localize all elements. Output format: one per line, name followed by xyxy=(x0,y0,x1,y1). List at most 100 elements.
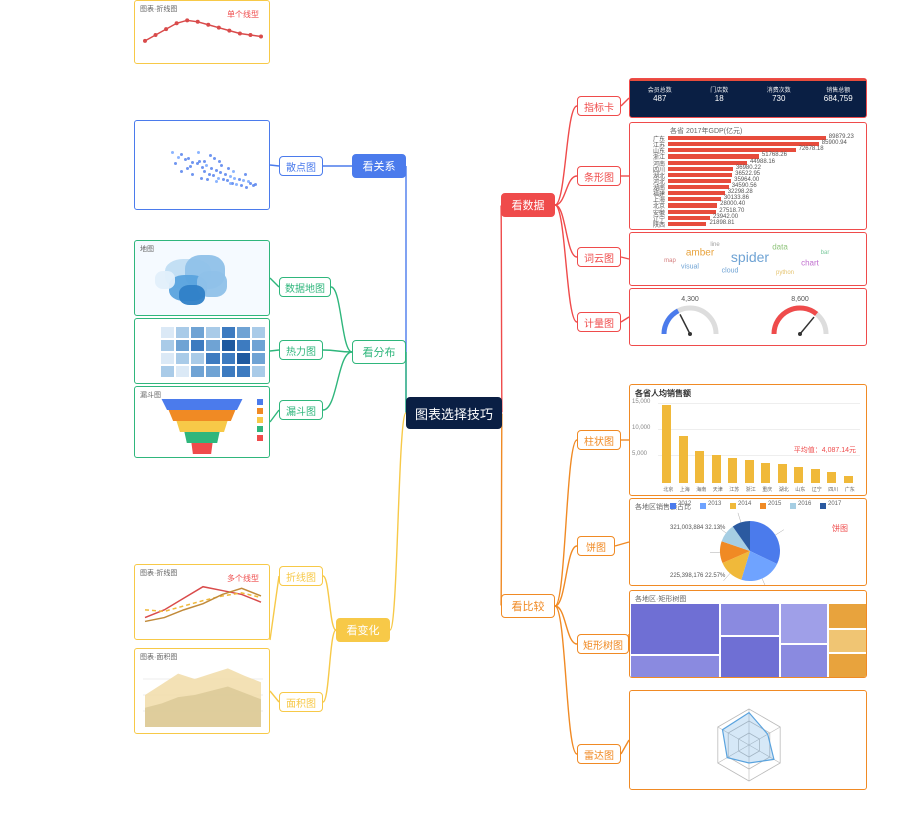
vbar-bar xyxy=(827,472,836,483)
heat-cell xyxy=(206,353,219,364)
vbar-bar xyxy=(679,436,688,483)
heat-cell xyxy=(252,366,265,377)
scatter-dot xyxy=(200,177,203,180)
scatter-dot xyxy=(238,178,241,181)
heat-cell xyxy=(191,340,204,351)
treemap-cell xyxy=(828,629,867,653)
funnel-seg xyxy=(190,443,214,454)
treemap-cell xyxy=(828,603,867,629)
vbar-ylab: 10,000 xyxy=(632,425,650,431)
heat-cell xyxy=(191,327,204,338)
funnel-seg xyxy=(173,421,231,432)
leaf-dist-3: 漏斗图 xyxy=(279,400,323,420)
wc-word: cloud xyxy=(722,268,739,275)
map-region xyxy=(179,285,205,305)
scatter-dot xyxy=(229,182,232,185)
vbar-grid xyxy=(658,429,860,430)
heat-cell xyxy=(222,353,235,364)
scatter-dot xyxy=(186,167,189,170)
scatter-dot xyxy=(240,184,243,187)
vbar-xlab: 辽宁 xyxy=(809,486,826,493)
treemap-cell xyxy=(720,636,780,678)
wc-word: amber xyxy=(686,248,714,259)
wc-word: line xyxy=(710,242,719,248)
thumb-line-single: 图表·折线图单个线型 xyxy=(134,0,270,64)
scatter-dot xyxy=(229,175,232,178)
heat-cell xyxy=(176,353,189,364)
scatter-dot xyxy=(242,179,245,182)
mindmap-canvas: 图表选择技巧看关系看分布看变化看数据看比较散点图数据地图热力图漏斗图折线图面积图… xyxy=(0,0,900,836)
scatter-dot xyxy=(180,153,183,156)
vbar-xlab: 江苏 xyxy=(726,486,743,493)
scatter-dot xyxy=(191,161,194,164)
scatter-dot xyxy=(203,170,206,173)
hbar-val: 85900.94 xyxy=(822,140,847,146)
hbar-val: 89879.23 xyxy=(829,134,854,140)
hbar-bar xyxy=(668,191,725,195)
leaf-cmp-11: 饼图 xyxy=(577,536,615,556)
hbar-val: 27518.70 xyxy=(719,208,744,214)
scatter-dot xyxy=(254,183,257,186)
vbar-xlab: 重庆 xyxy=(759,486,776,493)
heat-cell xyxy=(237,353,250,364)
thumb-area: 图表·面积图 xyxy=(134,648,270,734)
thumb-funnel: 漏斗图 xyxy=(134,386,270,458)
branch-dist: 看分布 xyxy=(352,340,406,364)
thumb-line-multi: 图表·折线图多个线型 xyxy=(134,564,270,640)
hbar-bar xyxy=(668,197,721,201)
funnel-seg xyxy=(182,432,222,443)
vbar-bar xyxy=(844,476,853,483)
heat-cell xyxy=(222,340,235,351)
vbar-xlab: 浙江 xyxy=(743,486,760,493)
heat-cell xyxy=(237,327,250,338)
scatter-dot xyxy=(203,160,206,163)
vbar-ann: 平均值：4,087.14元 xyxy=(794,445,856,455)
scatter-dot xyxy=(244,173,247,176)
hbar-bar xyxy=(668,216,710,220)
treemap-cell xyxy=(720,603,780,636)
hbar-val: 32298.28 xyxy=(728,189,753,195)
heat-cell xyxy=(252,327,265,338)
scatter-dot xyxy=(205,164,208,167)
thumb-gauge: 4,3008,600 xyxy=(629,288,867,346)
vbar-bar xyxy=(778,464,787,483)
vbar-bar xyxy=(712,455,721,483)
vbar-xlab: 湖北 xyxy=(776,486,793,493)
vbar-bar xyxy=(811,469,820,483)
thumb-map: 地图 xyxy=(134,240,270,316)
wc-word: bar xyxy=(821,250,830,256)
wc-word: spider xyxy=(731,249,769,265)
kpi-lbl: 会员总数 xyxy=(630,85,690,94)
heat-cell xyxy=(252,353,265,364)
hbar-val: 30133.86 xyxy=(724,195,749,201)
treemap-cell xyxy=(780,603,828,644)
funnel-legend-swatch xyxy=(257,408,263,414)
scatter-dot xyxy=(245,186,248,189)
treemap-cell xyxy=(828,653,867,678)
kpi-item: 门店数18 xyxy=(690,79,750,118)
scatter-dot xyxy=(232,170,235,173)
kpi-lbl: 销售总额 xyxy=(809,85,868,94)
branch-data: 看数据 xyxy=(501,193,555,217)
scatter-dot xyxy=(210,167,213,170)
kpi-val: 684,759 xyxy=(809,94,868,103)
scatter-dot xyxy=(212,174,215,177)
vbar-grid xyxy=(658,403,860,404)
hbar-val: 23942.00 xyxy=(713,214,738,220)
treemap-cell xyxy=(630,603,720,655)
scatter-dot xyxy=(174,162,177,165)
funnel-legend-swatch xyxy=(257,426,263,432)
funnel-title: 漏斗图 xyxy=(140,390,161,400)
kpi-lbl: 门店数 xyxy=(690,85,750,94)
vbar-xlab: 四川 xyxy=(825,486,842,493)
vbar-title: 各省人均销售额 xyxy=(635,388,691,399)
scatter-dot xyxy=(180,170,183,173)
scatter-dot xyxy=(224,173,227,176)
scatter-dot xyxy=(191,173,194,176)
hbar-bar xyxy=(668,142,819,146)
leaf-data-6: 指标卡 xyxy=(577,96,621,116)
heat-cell xyxy=(161,327,174,338)
leaf-cmp-12: 矩形树图 xyxy=(577,634,629,654)
leaf-cmp-10: 柱状图 xyxy=(577,430,621,450)
gauge-label: 8,600 xyxy=(780,296,820,303)
